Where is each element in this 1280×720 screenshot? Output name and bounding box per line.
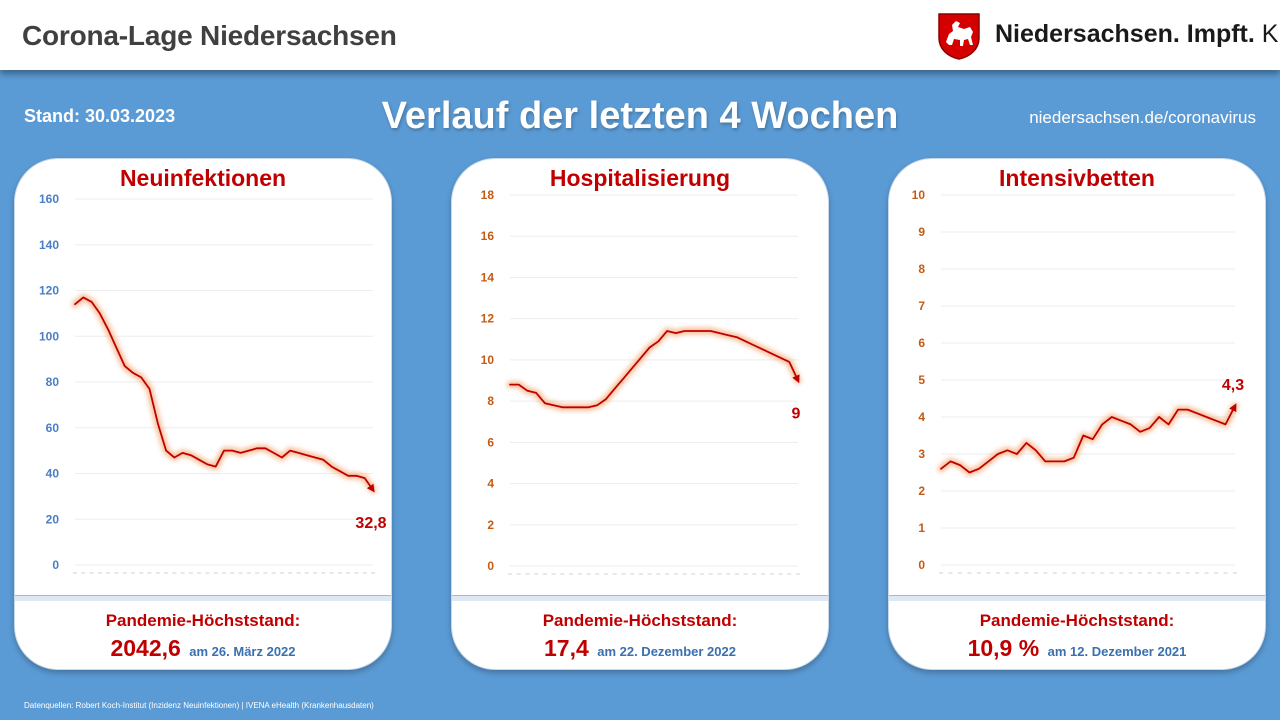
- stand-date: Stand: 30.03.2023: [24, 106, 176, 126]
- slogan-part-1: Niedersachsen.: [995, 20, 1180, 48]
- y-tick-label: 6: [918, 336, 925, 350]
- series-glow: [71, 293, 377, 494]
- divider: [889, 595, 1265, 601]
- y-tick-label: 10: [912, 188, 926, 202]
- series-glow: [506, 327, 802, 411]
- intensivbetten-chart: 0 1 2 3 4 5 6 7 8 9 10 4,3: [912, 188, 1244, 574]
- peak-label: Pandemie-Höchststand:: [105, 611, 301, 630]
- campaign-slogan: Niedersachsen. Impft. Klar.: [995, 20, 1280, 49]
- chart-title: Hospitalisierung: [549, 165, 731, 191]
- y-tick-label: 8: [487, 394, 494, 408]
- headline: Verlauf der letzten 4 Wochen: [381, 95, 899, 137]
- y-tick-label: 9: [918, 225, 925, 239]
- y-tick-label: 6: [487, 435, 494, 449]
- chart-title: Neuinfektionen: [119, 165, 287, 191]
- peak-date: am 22. Dezember 2022: [597, 644, 736, 659]
- y-tick-label: 0: [52, 558, 59, 572]
- y-tick-label: 80: [46, 375, 60, 389]
- peak-value: 10,9 %: [967, 635, 1040, 661]
- series-glow: [937, 402, 1239, 476]
- y-tick-label: 2: [918, 484, 925, 498]
- y-tick-label: 140: [39, 238, 59, 252]
- slogan-part-3: Klar.: [1261, 20, 1280, 48]
- y-tick-label: 1: [918, 521, 925, 535]
- peak-date: am 12. Dezember 2021: [1047, 644, 1187, 659]
- y-tick-label: 7: [918, 299, 925, 313]
- lower-saxony-crest-icon: [938, 13, 980, 60]
- last-value-label: 9: [792, 406, 801, 423]
- y-tick-label: 16: [481, 229, 495, 243]
- divider: [15, 595, 391, 601]
- series-line: [74, 296, 375, 493]
- hospitalisierung-chart: 0 2 4 6 8 10 12 14 16 18 9: [481, 188, 802, 575]
- neuinfektionen-chart: 0 20 40 60 80 100 120 140 160 32,8: [39, 192, 387, 574]
- peak-value: 17,4: [544, 635, 589, 661]
- y-tick-label: 14: [481, 270, 495, 284]
- y-tick-label: 40: [46, 467, 60, 481]
- y-tick-label: 20: [46, 512, 60, 526]
- last-value-label: 32,8: [355, 515, 386, 532]
- y-tick-label: 100: [39, 329, 59, 343]
- y-tick-label: 8: [918, 262, 925, 276]
- slogan-part-2: Impft.: [1186, 20, 1255, 48]
- y-tick-label: 4: [487, 477, 494, 491]
- y-tick-label: 18: [481, 188, 495, 202]
- hospitalisierung-card: Hospitalisierung 0 2 4 6 8 10 12 14 16 18 9 Pandem…: [451, 158, 829, 670]
- y-tick-label: 160: [39, 192, 59, 206]
- peak-label: Pandemie-Höchststand:: [979, 611, 1175, 630]
- y-tick-label: 10: [481, 353, 495, 367]
- top-bar: Corona-Lage Niedersachsen Niedersachsen.…: [0, 0, 1280, 70]
- peak-line: 10,9 % am 12. Dezember 2021: [889, 635, 1265, 662]
- peak-line: 2042,6 am 26. März 2022: [15, 635, 391, 662]
- y-tick-label: 12: [481, 312, 495, 326]
- y-tick-label: 0: [918, 558, 925, 572]
- divider: [452, 595, 828, 601]
- y-tick-label: 120: [39, 284, 59, 298]
- series-line: [940, 403, 1237, 474]
- data-sources: Datenquellen: Robert Koch-Institut (Inzi…: [24, 701, 374, 710]
- app-title: Corona-Lage Niedersachsen: [22, 20, 397, 51]
- y-tick-label: 3: [918, 447, 925, 461]
- peak-label: Pandemie-Höchststand:: [542, 611, 738, 630]
- chart-title: Intensivbetten: [999, 165, 1155, 191]
- intensivbetten-card: Intensivbetten 0 1 2 3 4 5 6 7 8 9 10 4,3 Pandemie-…: [888, 158, 1266, 670]
- y-tick-label: 4: [918, 410, 925, 424]
- y-tick-label: 0: [487, 559, 494, 573]
- last-value-label: 4,3: [1222, 377, 1244, 394]
- website-link[interactable]: niedersachsen.de/coronavirus: [1029, 108, 1256, 127]
- neuinfektionen-card: Neuinfektionen 0 20 40 60 80 100 120 140 160 32,8…: [14, 158, 392, 670]
- peak-date: am 26. März 2022: [189, 644, 296, 659]
- peak-value: 2042,6: [110, 635, 181, 661]
- series-line: [509, 330, 800, 409]
- y-tick-label: 60: [46, 421, 60, 435]
- peak-line: 17,4 am 22. Dezember 2022: [452, 635, 828, 662]
- y-tick-label: 2: [487, 518, 494, 532]
- y-tick-label: 5: [918, 373, 925, 387]
